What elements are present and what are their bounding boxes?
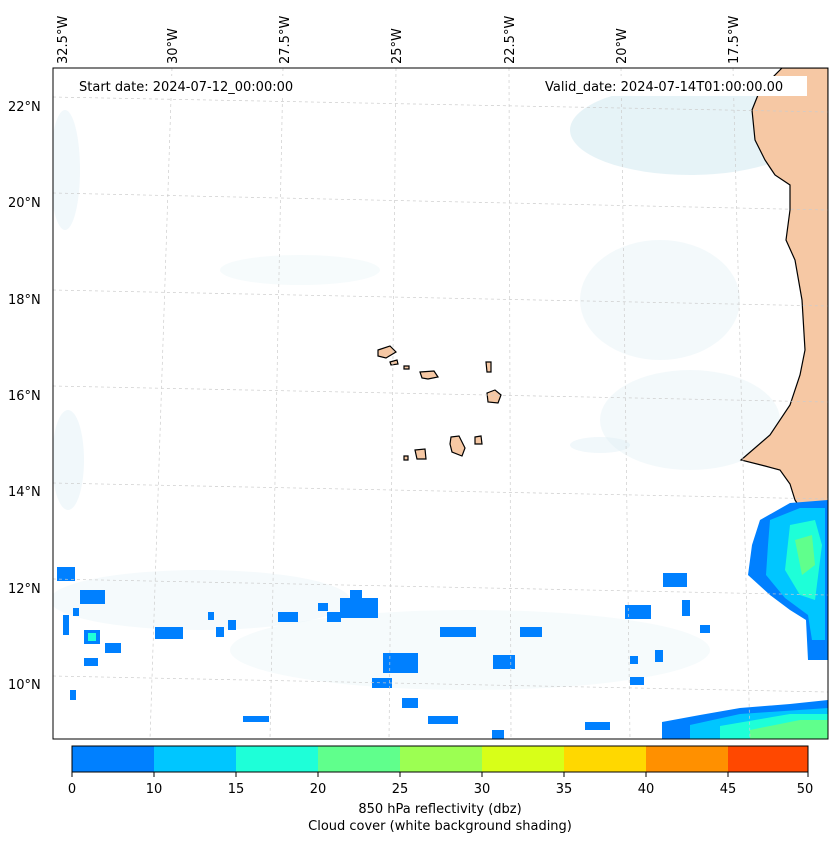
map-frame [52, 67, 829, 740]
lon-label-27-5w: 27.5°W [278, 16, 293, 64]
graticule [53, 68, 828, 739]
cape-verde-islands [377, 345, 502, 461]
reflectivity-high [88, 508, 828, 739]
colorbar-segments [72, 746, 808, 772]
cb-tick-15: 15 [228, 782, 245, 797]
latitude-labels: 22°N 20°N 18°N 16°N 14°N 12°N 10°N [8, 100, 41, 693]
colorbar: 0 10 15 20 25 30 35 40 45 50 850 hPa ref… [68, 745, 813, 834]
cb-tick-25: 25 [392, 782, 409, 797]
lat-label-20n: 20°N [8, 196, 41, 211]
colorbar-segment-2 [236, 746, 318, 772]
cb-tick-0: 0 [68, 782, 76, 797]
longitude-labels: 32.5°W 30°W 27.5°W 25°W 22.5°W 20°W 17.5… [56, 16, 742, 64]
lat-label-14n: 14°N [8, 485, 41, 500]
colorbar-tick-labels: 0 10 15 20 25 30 35 40 45 50 [68, 782, 813, 797]
cloud-cover-shading [53, 85, 810, 690]
lon-label-17-5w: 17.5°W [727, 16, 742, 64]
lon-label-25w: 25°W [390, 28, 405, 64]
lat-label-12n: 12°N [8, 582, 41, 597]
colorbar-segment-8 [728, 746, 808, 772]
lat-label-10n: 10°N [8, 678, 41, 693]
colorbar-segment-7 [646, 746, 728, 772]
lon-label-20w: 20°W [615, 28, 630, 64]
cb-tick-10: 10 [146, 782, 163, 797]
cb-tick-20: 20 [310, 782, 327, 797]
colorbar-frame [71, 745, 809, 773]
colorbar-segment-0 [72, 746, 154, 772]
colorbar-subtitle: Cloud cover (white background shading) [308, 819, 572, 834]
lat-label-22n: 22°N [8, 100, 41, 115]
start-date-label: Start date: 2024-07-12_00:00:00 [79, 80, 293, 95]
lon-label-30w: 30°W [166, 28, 181, 64]
colorbar-segment-4 [400, 746, 482, 772]
colorbar-ticks [71, 772, 809, 777]
colorbar-segment-1 [154, 746, 236, 772]
colorbar-segment-5 [482, 746, 564, 772]
cb-tick-35: 35 [556, 782, 573, 797]
valid-date-box [538, 76, 807, 96]
cb-tick-30: 30 [474, 782, 491, 797]
lon-label-22-5w: 22.5°W [503, 16, 518, 64]
lon-label-32-5w: 32.5°W [56, 16, 71, 64]
start-date-box [72, 76, 314, 96]
colorbar-title: 850 hPa reflectivity (dbz) [358, 802, 521, 817]
lat-label-16n: 16°N [8, 389, 41, 404]
cb-tick-45: 45 [720, 782, 737, 797]
cb-tick-50: 50 [797, 782, 814, 797]
lat-label-18n: 18°N [8, 293, 41, 308]
cb-tick-40: 40 [638, 782, 655, 797]
valid-date-label: Valid_date: 2024-07-14T01:00:00.00 [545, 80, 783, 95]
colorbar-segment-6 [564, 746, 646, 772]
colorbar-segment-3 [318, 746, 400, 772]
